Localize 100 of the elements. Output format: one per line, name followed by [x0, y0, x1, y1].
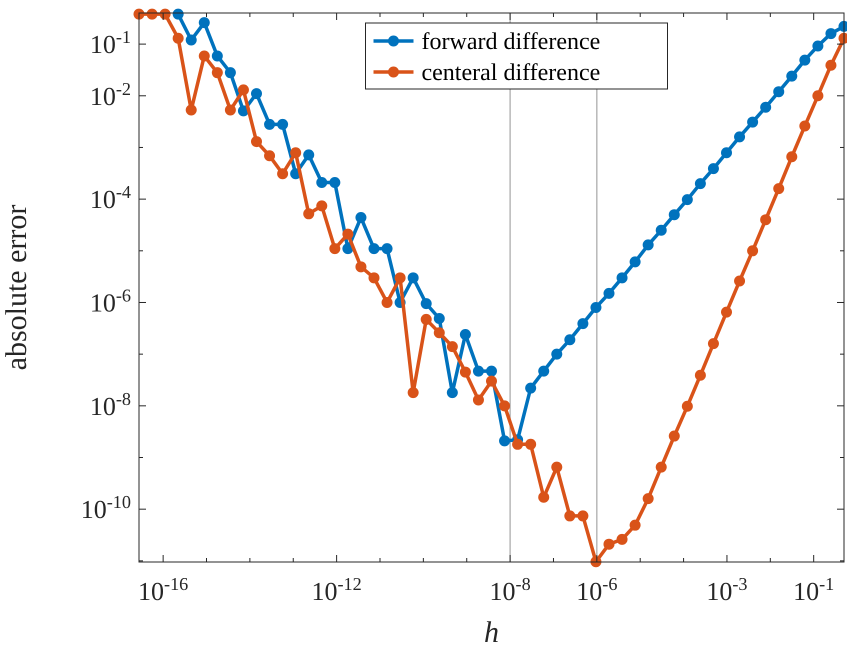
point	[694, 370, 706, 381]
point	[212, 50, 223, 62]
point	[250, 136, 262, 148]
y-tick-label: 10$^{-6}$	[90, 285, 131, 318]
point	[264, 150, 276, 162]
y-tick-label: 10$^{-8}$	[90, 388, 131, 421]
point	[812, 90, 824, 102]
point	[773, 86, 784, 98]
point	[799, 54, 810, 66]
point	[721, 147, 732, 158]
point	[642, 239, 654, 250]
point	[577, 318, 588, 330]
point	[303, 208, 314, 220]
point	[238, 84, 249, 96]
point	[316, 176, 328, 188]
point	[368, 272, 380, 284]
point	[656, 224, 667, 236]
point	[382, 243, 393, 254]
point	[198, 50, 210, 62]
point	[734, 131, 746, 142]
point	[512, 438, 524, 450]
point	[408, 387, 419, 398]
point	[747, 116, 758, 128]
point	[786, 70, 798, 82]
y-tick-label: 10$^{-10}$	[80, 492, 131, 524]
x-tick-label: 10$^{-16}$	[138, 574, 188, 606]
point	[773, 183, 784, 194]
point	[472, 394, 484, 406]
point	[734, 276, 746, 287]
point	[694, 178, 706, 190]
point	[564, 510, 576, 522]
point	[538, 366, 550, 377]
point	[394, 272, 406, 284]
point	[786, 151, 798, 162]
point	[525, 382, 536, 394]
point	[368, 243, 380, 254]
point	[434, 312, 445, 324]
point	[499, 435, 510, 446]
y-axis-title: absolute error	[0, 204, 33, 370]
point	[668, 430, 680, 442]
y-tick-label: 10$^{-2}$	[90, 78, 131, 111]
point	[355, 261, 366, 272]
point	[277, 168, 288, 180]
point	[446, 387, 458, 398]
point	[329, 243, 340, 254]
x-tick-label: 10$^{-3}$	[706, 574, 748, 606]
point	[603, 288, 614, 299]
point	[642, 493, 654, 504]
point	[198, 17, 210, 28]
point	[525, 438, 536, 450]
x-tick-label: 10$^{-1}$	[793, 574, 834, 606]
point	[825, 60, 836, 71]
point	[329, 176, 340, 188]
point	[486, 376, 497, 387]
point	[460, 366, 471, 378]
point	[747, 245, 758, 256]
y-tick-label: 10$^{-1}$	[90, 27, 131, 60]
point	[355, 212, 366, 224]
point	[682, 400, 693, 412]
point	[408, 272, 419, 284]
point	[564, 334, 576, 346]
point	[825, 28, 836, 40]
point	[316, 200, 328, 212]
point	[303, 149, 314, 160]
point	[760, 214, 772, 226]
point	[630, 520, 641, 531]
point	[172, 32, 184, 44]
point	[250, 88, 262, 100]
point	[551, 348, 562, 360]
point	[224, 67, 236, 78]
point	[434, 327, 445, 338]
point	[721, 306, 732, 318]
point	[708, 338, 719, 350]
point	[342, 228, 354, 240]
point	[186, 104, 197, 116]
point	[682, 194, 693, 206]
legend-label: centeral difference	[422, 60, 600, 86]
point	[460, 329, 471, 340]
point	[212, 67, 223, 78]
x-axis-title: h	[484, 616, 499, 648]
point	[708, 163, 719, 174]
point	[812, 40, 824, 52]
point	[760, 102, 772, 113]
point	[486, 366, 497, 377]
point	[616, 272, 628, 284]
point	[186, 34, 197, 46]
point	[290, 147, 302, 158]
point	[577, 510, 588, 522]
point	[420, 314, 432, 325]
point	[472, 366, 484, 377]
point	[551, 462, 562, 473]
point	[420, 298, 432, 310]
point	[668, 209, 680, 220]
point	[603, 538, 614, 550]
point	[382, 296, 393, 308]
point	[656, 462, 667, 473]
point	[499, 400, 510, 412]
point	[799, 120, 810, 132]
legend-label: forward difference	[422, 29, 600, 55]
point	[264, 118, 276, 130]
